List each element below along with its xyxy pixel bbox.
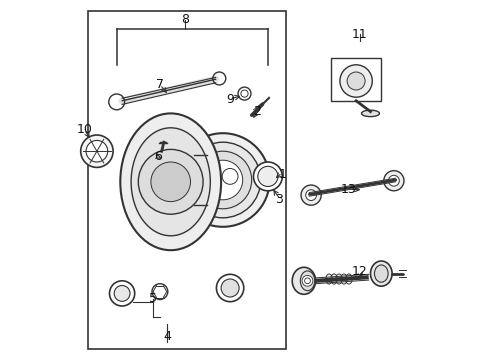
Ellipse shape [374,265,387,282]
Circle shape [302,275,312,286]
Ellipse shape [300,271,314,291]
Ellipse shape [370,261,391,286]
Circle shape [109,281,134,306]
Circle shape [114,285,130,301]
Circle shape [222,168,238,184]
Bar [88,11,285,349]
Text: 11: 11 [351,28,367,41]
Text: 10: 10 [76,123,92,136]
Circle shape [346,72,365,90]
Circle shape [304,278,310,284]
Ellipse shape [361,110,379,117]
Circle shape [86,140,107,162]
Circle shape [221,279,239,297]
Circle shape [176,133,269,227]
Ellipse shape [120,113,221,250]
Circle shape [151,162,190,202]
Circle shape [387,175,399,186]
Text: 7: 7 [156,78,163,91]
Circle shape [257,166,277,186]
Text: 4: 4 [163,330,171,343]
Circle shape [216,274,244,302]
Text: 5: 5 [148,292,156,305]
Circle shape [185,142,260,218]
Ellipse shape [292,267,315,294]
Text: 9: 9 [225,93,234,105]
Text: 12: 12 [351,265,367,278]
Circle shape [253,162,282,191]
Circle shape [108,94,124,110]
Text: 2: 2 [253,105,261,118]
Circle shape [138,149,203,214]
Text: 1: 1 [278,168,285,181]
Circle shape [152,284,167,300]
Text: 8: 8 [181,13,189,26]
Text: 6: 6 [154,150,162,163]
Ellipse shape [131,128,210,236]
Circle shape [238,87,250,100]
Circle shape [203,160,242,200]
Bar [330,58,381,101]
Circle shape [301,185,321,205]
Circle shape [383,171,403,191]
Circle shape [81,135,113,167]
Circle shape [212,72,225,85]
Circle shape [305,190,316,201]
Circle shape [339,65,371,97]
Text: 3: 3 [274,193,282,206]
Text: 13: 13 [340,183,356,195]
Circle shape [194,151,251,209]
